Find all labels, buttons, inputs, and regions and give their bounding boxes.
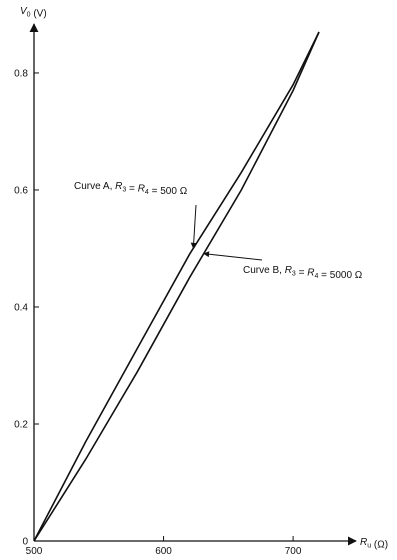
- x-tick-label: 600: [155, 546, 172, 557]
- series-layer: [33, 31, 320, 542]
- y-tick-label: 0.6: [14, 185, 28, 196]
- series-line-curve-a: [33, 31, 320, 542]
- x-ticks: 500 600 700: [26, 536, 302, 557]
- annotation-layer: Curve A, R3 = R4 = 500 Ω Curve B, R3 = R4…: [74, 181, 363, 281]
- annotation-pointer-curve-b: [203, 251, 263, 261]
- y-tick-label: 0: [22, 537, 28, 548]
- x-tick-label: 500: [26, 546, 43, 557]
- y-tick-label: 0.2: [14, 419, 28, 430]
- x-tick-label: 700: [285, 546, 302, 557]
- y-axis-label-text: V0 (V): [20, 6, 47, 20]
- y-tick-label: 0.4: [14, 302, 28, 313]
- series-line-curve-b: [33, 31, 320, 542]
- y-ticks: 0 0.2 0.4 0.6 0.8: [14, 68, 39, 548]
- annotation-curve-a: Curve A, R3 = R4 = 500 Ω: [74, 181, 188, 197]
- y-tick-label: 0.8: [14, 68, 28, 79]
- annotation-pointer-curve-a: [190, 204, 197, 249]
- annotation-curve-b: Curve B, R3 = R4 = 5000 Ω: [243, 265, 363, 281]
- x-axis-label-text: Ru (Ω): [360, 537, 388, 551]
